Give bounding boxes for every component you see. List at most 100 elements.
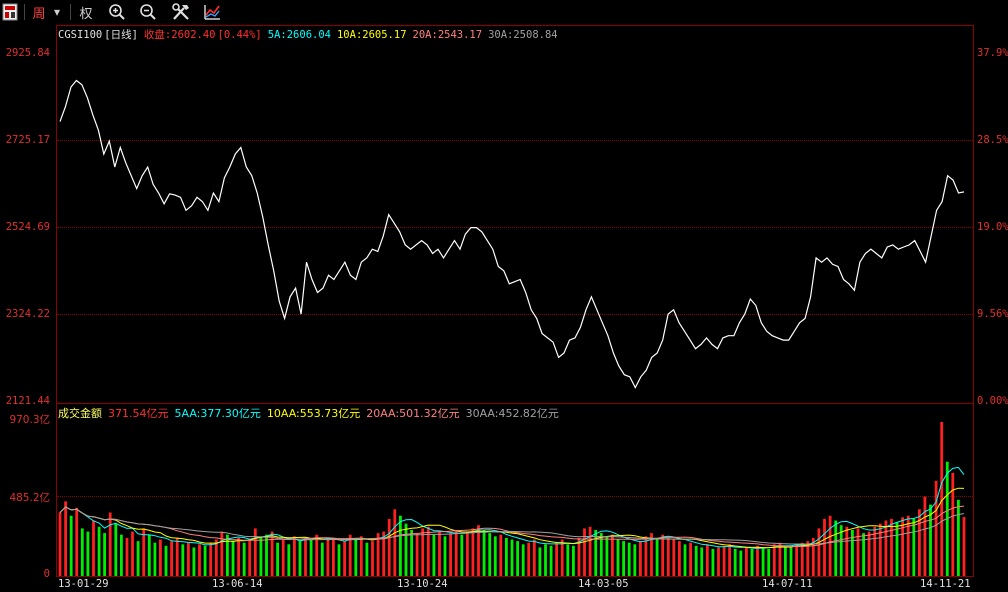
volume-bar	[125, 537, 129, 576]
volume-bar	[689, 542, 692, 576]
volume-bar	[382, 531, 386, 576]
volume-bar	[605, 536, 609, 576]
volume-bar	[359, 536, 363, 576]
volume-bar	[432, 534, 436, 576]
rights-adjust-button[interactable]: 权	[79, 6, 93, 22]
volume-bar	[175, 537, 179, 576]
volume-bar	[867, 531, 871, 576]
volume-bar	[415, 533, 419, 576]
volume-bar	[220, 531, 224, 576]
volume-bar	[722, 545, 726, 576]
volume-bar	[583, 528, 586, 576]
volume-bar	[627, 542, 631, 576]
volume-bar	[538, 547, 542, 576]
zoom-in-icon[interactable]	[107, 2, 127, 22]
volume-bar	[873, 526, 877, 576]
volume-bar	[862, 533, 865, 576]
volume-bar	[147, 534, 151, 576]
volume-bar	[650, 533, 653, 576]
volume-bar	[728, 544, 731, 576]
volume-bar	[851, 530, 854, 576]
volume-bar	[449, 533, 452, 576]
volume-title: 成交金额	[58, 407, 102, 420]
vol-ma10-label: 10AA:553.73亿元	[266, 407, 361, 420]
volume-bar	[136, 541, 140, 576]
volume-bar	[560, 539, 564, 576]
volume-bar	[242, 542, 246, 576]
volume-bar	[64, 501, 67, 576]
volume-bar	[348, 534, 352, 576]
volume-bar	[159, 539, 162, 576]
pct-tick-label: 37.9%	[977, 47, 1008, 59]
volume-bar	[655, 539, 659, 576]
volume-bar	[75, 507, 79, 576]
volume-bar	[187, 542, 190, 576]
volume-bar	[443, 536, 447, 576]
panel-divider	[57, 403, 973, 404]
volume-bar	[69, 515, 73, 576]
volume-bar	[521, 544, 525, 576]
volume-bar	[387, 518, 391, 576]
volume-bar	[549, 545, 553, 576]
volume-bar	[661, 534, 665, 576]
x-tick-label: 14-11-21	[920, 578, 971, 590]
volume-bar	[270, 531, 274, 576]
x-tick-label: 14-03-05	[578, 578, 629, 590]
x-tick-label: 14-07-11	[762, 578, 813, 590]
volume-bar	[471, 528, 475, 576]
vol-tick-label: 0	[43, 568, 50, 580]
volume-bar	[92, 520, 95, 576]
volume-bar	[460, 534, 464, 576]
volume-bar	[404, 523, 408, 576]
volume-bar	[532, 539, 536, 576]
stock-info-icon[interactable]	[1, 2, 19, 22]
period-selector[interactable]: 周	[32, 6, 46, 22]
volume-bar	[80, 528, 84, 576]
volume-bar	[789, 547, 793, 576]
volume-bar	[505, 537, 508, 576]
volume-bar	[393, 509, 397, 576]
volume-bar	[599, 533, 603, 576]
volume-bar	[940, 422, 944, 576]
volume-bar	[97, 526, 101, 576]
volume-bar	[694, 545, 698, 576]
volume-bar	[672, 539, 676, 576]
volume-bar	[951, 472, 955, 576]
zoom-out-icon[interactable]	[138, 2, 158, 22]
pct-tick-label: 9.56%	[977, 308, 1008, 320]
volume-bar	[253, 528, 257, 576]
x-tick-label: 13-01-29	[58, 578, 109, 590]
ma5-label: 5A:2606.04	[267, 29, 331, 41]
volume-bar	[962, 517, 966, 576]
volume-bar	[918, 509, 921, 576]
vol-ma30-label: 30AA:452.82亿元	[465, 407, 559, 420]
vol-ma20-label: 20AA:501.32亿元	[366, 407, 460, 420]
volume-bar	[203, 545, 207, 576]
chevron-down-icon[interactable]: ▾	[53, 5, 61, 19]
indicator-chart-icon[interactable]	[202, 2, 222, 22]
volume-bar	[733, 549, 737, 576]
price-legend: CGSI100 [日线] 收盘:2602.40 [0.44%] 5A:2606.04 10…	[58, 27, 564, 42]
volume-bar	[745, 547, 748, 576]
volume-bar	[482, 530, 486, 576]
volume-bar	[438, 531, 441, 576]
volume-bar	[192, 547, 196, 576]
volume-bar	[86, 531, 90, 576]
y-tick-label: 2925.84	[5, 47, 50, 59]
volume-bar	[354, 539, 358, 576]
volume-bar	[365, 542, 369, 576]
volume-ma20-line	[59, 505, 965, 547]
tools-icon[interactable]	[170, 2, 192, 22]
vol-tick-label: 970.3亿	[9, 414, 50, 426]
volume-bar	[644, 536, 648, 576]
pct-tick-label: 19.0%	[977, 221, 1008, 233]
volume-bar	[259, 536, 263, 576]
volume-bar	[466, 531, 469, 576]
volume-bar	[454, 530, 458, 576]
volume-bar	[298, 541, 302, 576]
volume-bar	[58, 512, 62, 576]
volume-bar	[633, 544, 637, 576]
volume-bar	[795, 544, 798, 576]
volume-bar	[231, 541, 235, 576]
volume-bar	[772, 544, 776, 576]
